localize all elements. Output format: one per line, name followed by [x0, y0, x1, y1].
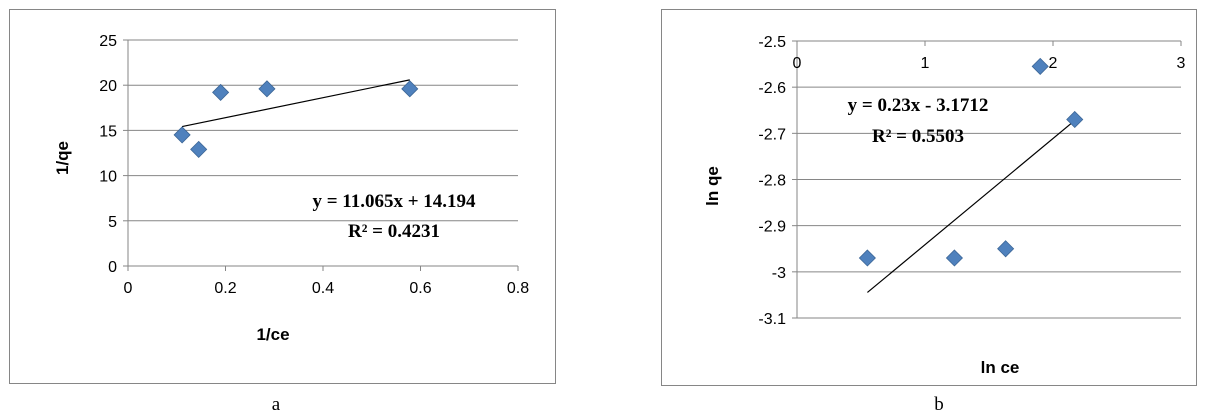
chart-a-x-tick-label: 0.4 — [312, 280, 334, 297]
chart-a-y-axis-title: 1/qe — [53, 141, 72, 175]
chart-b-y-tick-label: -2.8 — [758, 173, 786, 190]
chart-a-x-tick-label: 0.6 — [409, 280, 431, 297]
chart-a-x-ticks: 0 0.2 0.4 0.6 0.8 — [124, 280, 530, 297]
chart-b-x-axis-title: ln ce — [981, 358, 1020, 377]
chart-a-y-tick-label: 10 — [99, 169, 117, 186]
chart-b-y-tick-label: -3.1 — [758, 311, 786, 328]
chart-a-data-point — [190, 140, 208, 158]
chart-b-data-point — [858, 249, 876, 267]
chart-b-data-point — [997, 240, 1015, 258]
chart-a-data-point — [401, 80, 419, 98]
chart-b-y-ticks: -2.5 -2.6 -2.7 -2.8 -2.9 -3 -3.1 — [758, 34, 786, 328]
chart-a-data-point — [258, 80, 276, 98]
chart-a-x-axis-title: 1/ce — [256, 325, 289, 344]
chart-a-frame — [9, 9, 556, 384]
chart-b-trendline-group — [867, 119, 1076, 293]
chart-b-frame — [661, 9, 1197, 386]
chart-a-data-point — [212, 83, 230, 101]
chart-b-y-tick-label: -2.9 — [758, 219, 786, 236]
chart-a-data-point — [173, 126, 191, 144]
chart-a-x-tick-label: 0 — [124, 280, 133, 297]
chart-a-points — [173, 80, 419, 158]
chart-a-trendline — [181, 79, 410, 128]
chart-a-y-tick-label: 15 — [99, 123, 117, 140]
chart-b-x-tick-label: 2 — [1049, 55, 1058, 72]
chart-a-axes — [123, 39, 519, 271]
chart-b-y-axis-title: ln qe — [703, 166, 722, 206]
chart-b-data-point — [945, 249, 964, 267]
chart-b-trendline — [867, 119, 1076, 293]
chart-b-y-tick-label: -2.6 — [758, 80, 786, 97]
chart-b-data-point — [1066, 110, 1084, 129]
chart-a-y-tick-label: 25 — [99, 33, 117, 50]
panel-label-b: b — [934, 394, 944, 415]
chart-a-r-squared: R² = 0.4231 — [348, 221, 440, 242]
chart-b-y-tick-label: -2.5 — [758, 34, 786, 51]
chart-b-r-squared: R² = 0.5503 — [872, 126, 964, 147]
chart-a-x-tick-label: 0.8 — [507, 280, 529, 297]
chart-b-x-ticks: 0 1 2 3 — [793, 55, 1186, 72]
chart-a-y-tick-label: 5 — [108, 214, 117, 231]
chart-b-y-tick-label: -2.7 — [758, 126, 786, 143]
chart-a-y-tick-label: 20 — [99, 78, 117, 95]
chart-b-x-tick-label: 3 — [1177, 55, 1186, 72]
chart-b-data-point — [1031, 57, 1049, 75]
chart-b-x-tick-label: 0 — [793, 55, 802, 72]
chart-b-axes — [792, 40, 1182, 319]
chart-b-equation: y = 0.23x - 3.1712 — [848, 95, 989, 116]
chart-a-y-tick-label: 0 — [108, 259, 117, 276]
chart-b-points — [858, 57, 1084, 267]
chart-b-x-tick-label: 1 — [921, 55, 930, 72]
panel-label-a: a — [272, 394, 281, 415]
chart-a-x-tick-label: 0.2 — [214, 280, 236, 297]
chart-a-trendline-group — [181, 79, 410, 128]
chart-a-y-ticks: 0 5 10 15 20 25 — [99, 33, 117, 276]
chart-b-y-tick-label: -3 — [772, 265, 786, 282]
chart-a-equation: y = 11.065x + 14.194 — [312, 191, 476, 212]
